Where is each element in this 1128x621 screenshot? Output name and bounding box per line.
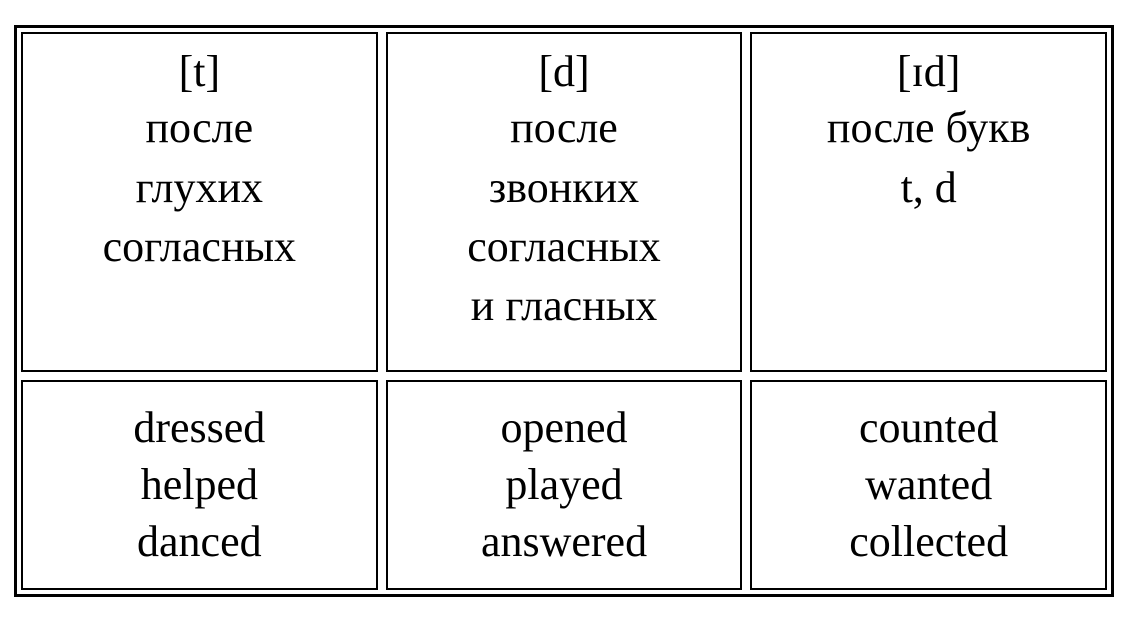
pronunciation-table: [t] после глухих согласных [d] после зво… — [14, 25, 1114, 597]
ipa-symbol: [t] — [179, 46, 221, 99]
rule-text: и гласных — [471, 276, 657, 335]
example-cell-d: opened played answered — [386, 380, 743, 590]
example-word: counted — [859, 399, 998, 456]
ipa-symbol: [ɪd] — [897, 46, 961, 99]
rule-text: t, d — [901, 158, 957, 217]
example-word: danced — [137, 513, 262, 570]
example-word: helped — [141, 456, 258, 513]
ipa-symbol: [d] — [538, 46, 589, 99]
rule-text: глухих — [136, 158, 263, 217]
rule-text: после — [146, 98, 254, 157]
example-word: dressed — [133, 399, 265, 456]
header-cell-t: [t] после глухих согласных — [21, 32, 378, 372]
rule-text: после — [510, 98, 618, 157]
example-word: collected — [849, 513, 1008, 570]
example-row: dressed helped danced opened played answ… — [17, 376, 1111, 594]
header-cell-d: [d] после звонких согласных и гласных — [386, 32, 743, 372]
rule-text: согласных — [103, 217, 296, 276]
rule-text: согласных — [467, 217, 660, 276]
example-cell-id: counted wanted collected — [750, 380, 1107, 590]
example-word: wanted — [865, 456, 992, 513]
example-word: opened — [500, 399, 627, 456]
rule-text: после букв — [827, 98, 1031, 157]
header-row: [t] после глухих согласных [d] после зво… — [17, 28, 1111, 376]
example-word: answered — [481, 513, 647, 570]
rule-text: звонких — [489, 158, 639, 217]
example-word: played — [505, 456, 622, 513]
header-cell-id: [ɪd] после букв t, d — [750, 32, 1107, 372]
example-cell-t: dressed helped danced — [21, 380, 378, 590]
